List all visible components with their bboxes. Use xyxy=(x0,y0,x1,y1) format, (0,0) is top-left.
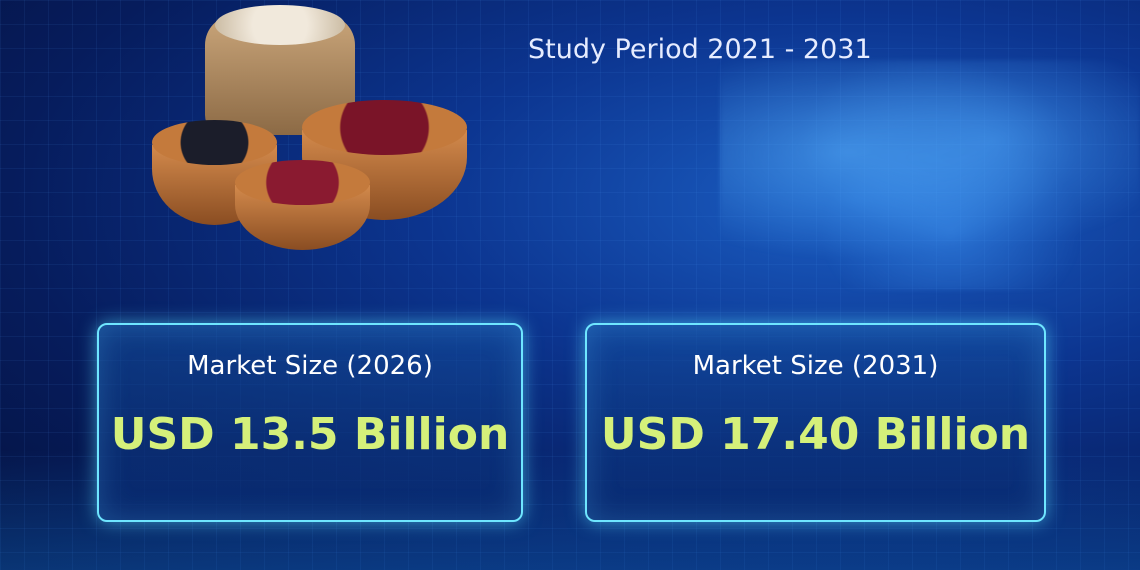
study-period: Study Period 2021 - 2031 xyxy=(528,34,872,65)
world-map-graphic xyxy=(720,60,1140,290)
card-value: USD 17.40 Billion xyxy=(600,409,1031,460)
red-beans xyxy=(302,100,467,155)
card-label: Market Size (2026) xyxy=(187,351,433,381)
card-label: Market Size (2031) xyxy=(692,351,939,381)
mixed-beans xyxy=(235,160,370,205)
beans-illustration xyxy=(140,0,480,260)
market-size-card-2026: Market Size (2026) USD 13.5 Billion xyxy=(97,323,523,522)
card-value: USD 13.5 Billion xyxy=(110,409,510,460)
black-beans xyxy=(152,120,277,165)
market-size-card-2031: Market Size (2031) USD 17.40 Billion xyxy=(585,323,1046,522)
white-beans xyxy=(215,5,345,45)
